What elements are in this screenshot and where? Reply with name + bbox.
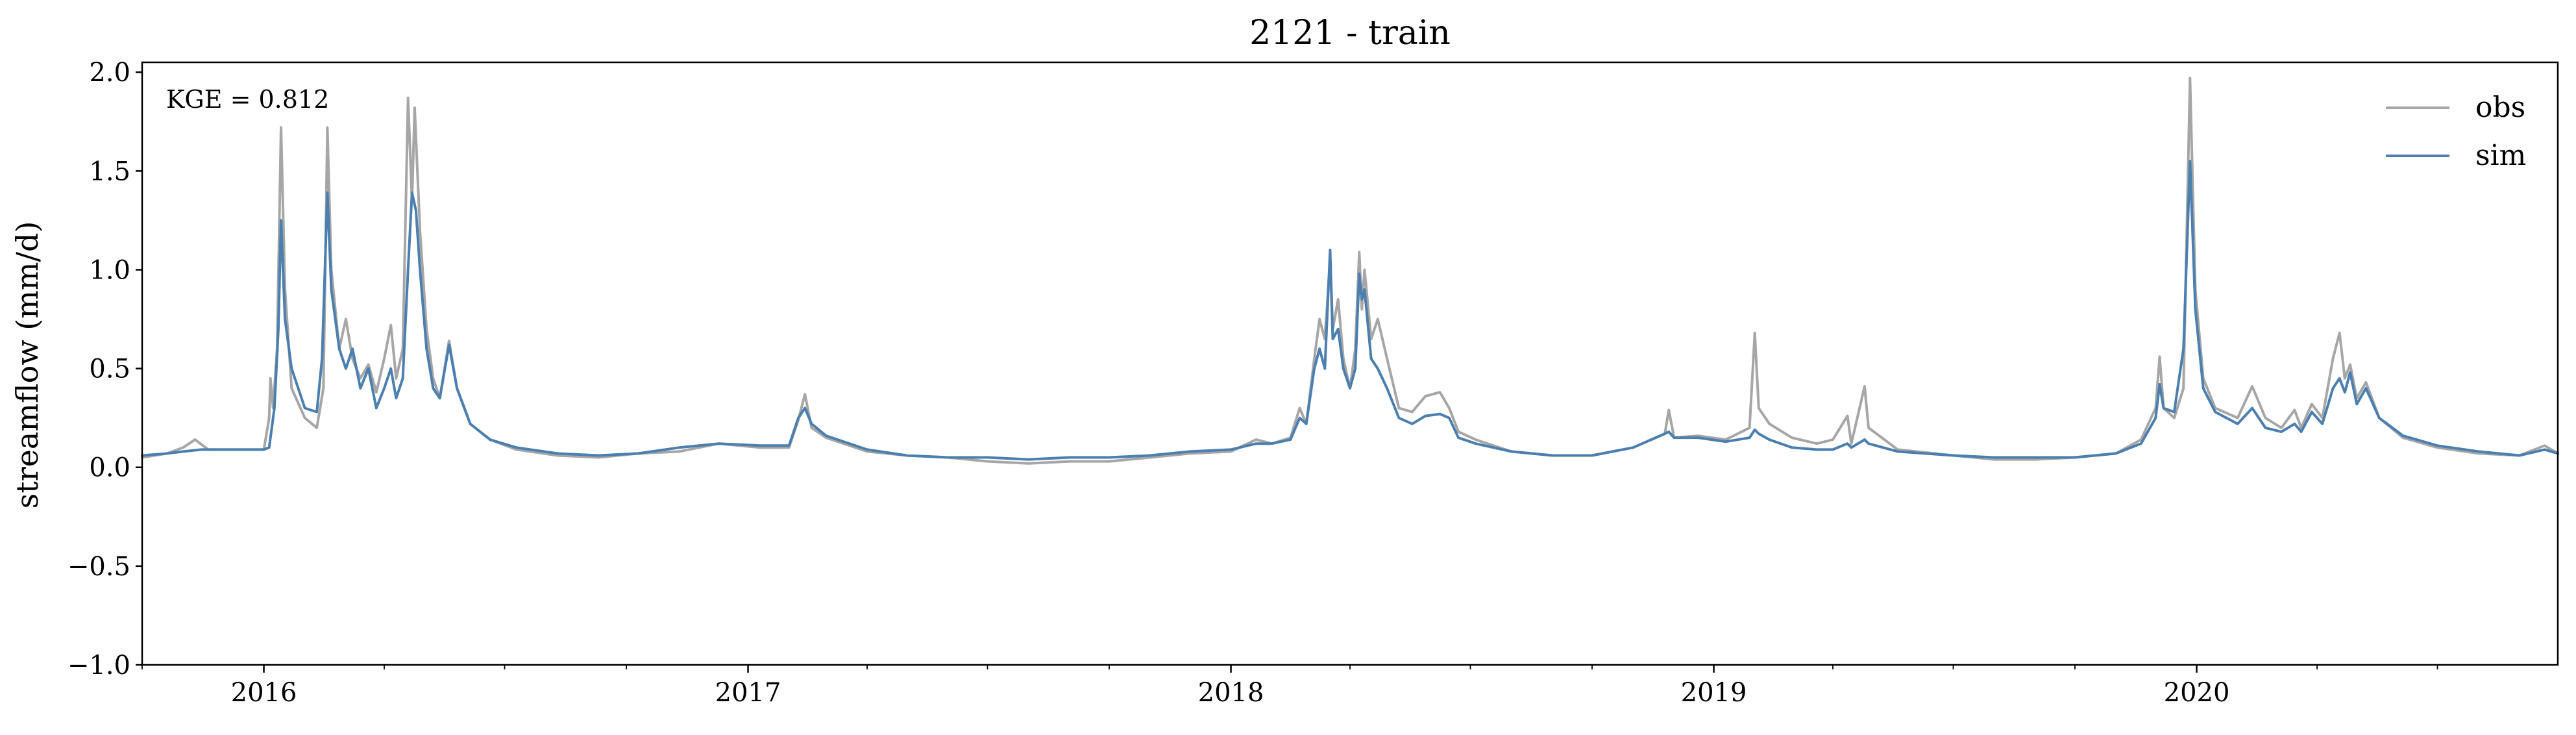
series-line-obs — [141, 77, 2559, 465]
kge-annotation: KGE = 0.812 — [166, 85, 329, 114]
y-tick-label: 2.0 — [89, 58, 130, 88]
y-axis: −1.0 −0.5 0.0 0.5 1.0 1.5 2.0 — [67, 58, 142, 680]
y-tick-label: −0.5 — [67, 552, 130, 582]
y-tick-label: 1.5 — [89, 156, 130, 186]
y-tick-label: 1.0 — [89, 255, 130, 285]
x-tick-label: 2019 — [1681, 678, 1747, 708]
x-axis: 2016 2017 2018 2019 2020 — [141, 665, 2438, 708]
plot-frame — [141, 61, 2559, 666]
chart-title: 2121 - train — [1249, 14, 1451, 53]
legend-label-obs: obs — [2475, 91, 2525, 124]
x-tick-label: 2017 — [715, 678, 781, 708]
y-tick-label: 0.0 — [89, 453, 130, 483]
x-tick-label: 2018 — [1198, 678, 1264, 708]
legend: obs sim — [2386, 91, 2526, 172]
x-tick-label: 2016 — [231, 678, 297, 708]
series-group — [141, 77, 2559, 465]
x-tick-label: 2020 — [2164, 678, 2230, 708]
y-tick-label: 0.5 — [89, 355, 130, 384]
y-axis-label: streamflow (mm/d) — [10, 221, 45, 509]
series-line-sim — [141, 160, 2559, 461]
legend-label-sim: sim — [2475, 139, 2526, 172]
y-tick-label: −1.0 — [67, 651, 130, 680]
